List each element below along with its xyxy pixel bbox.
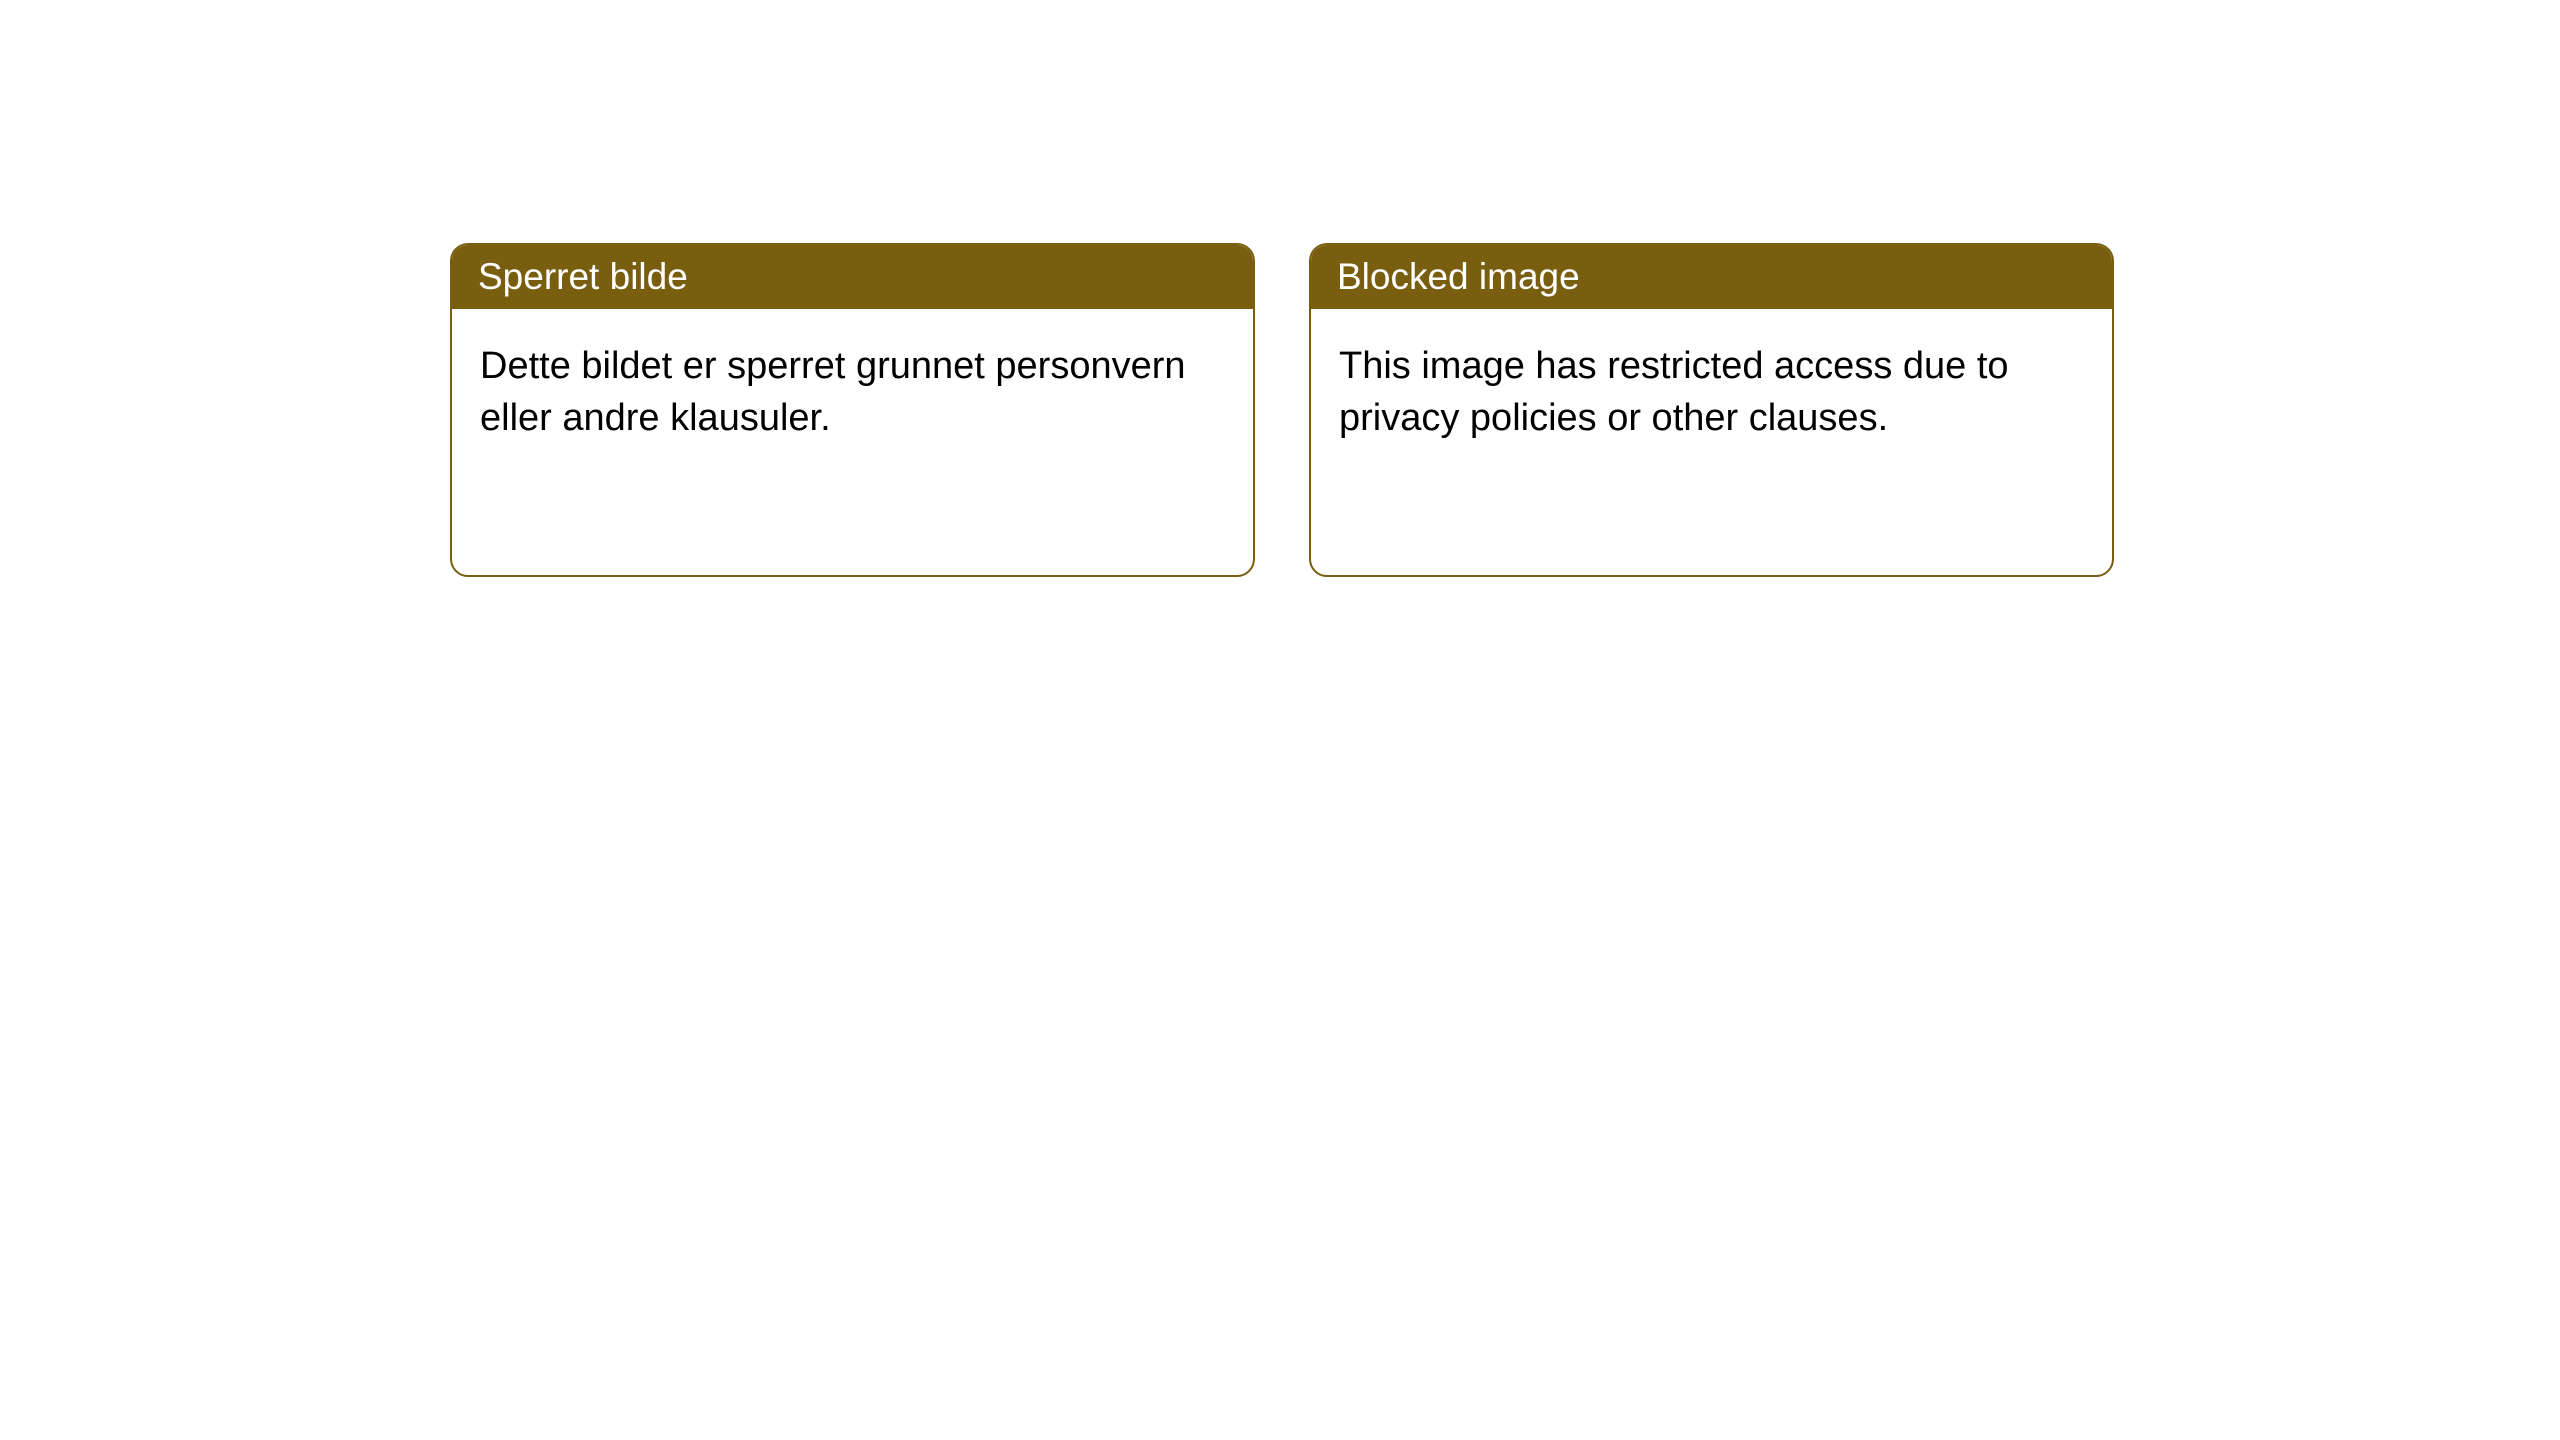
notice-card-norwegian: Sperret bilde Dette bildet er sperret gr…	[450, 243, 1255, 577]
notice-card-body: Dette bildet er sperret grunnet personve…	[452, 309, 1253, 476]
notice-card-body: This image has restricted access due to …	[1311, 309, 2112, 476]
notice-container: Sperret bilde Dette bildet er sperret gr…	[450, 243, 2114, 577]
notice-card-header: Blocked image	[1311, 245, 2112, 309]
notice-card-header: Sperret bilde	[452, 245, 1253, 309]
notice-card-english: Blocked image This image has restricted …	[1309, 243, 2114, 577]
